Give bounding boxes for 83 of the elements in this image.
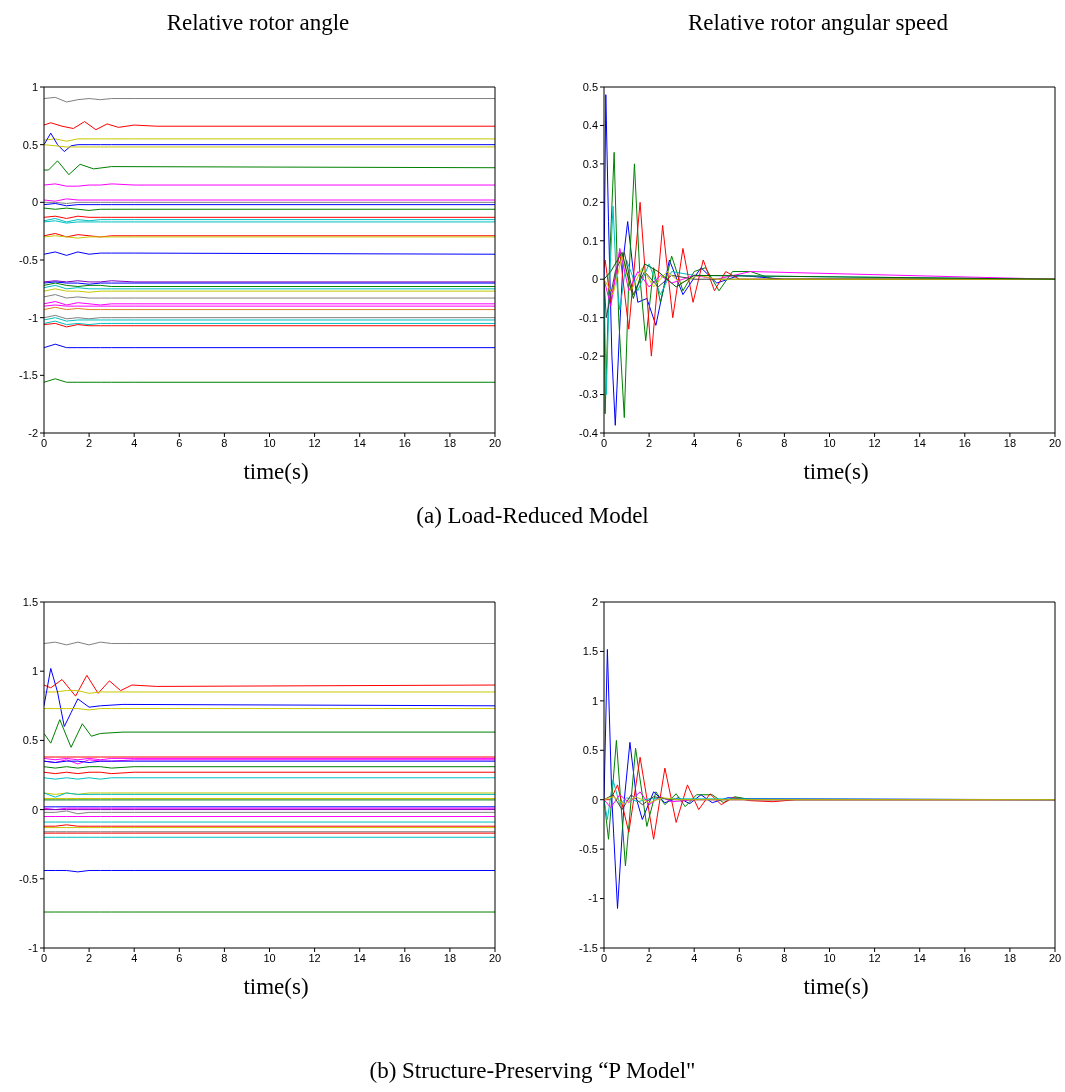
x-tick-label: 10 bbox=[823, 951, 836, 964]
x-tick-label: 10 bbox=[263, 951, 276, 964]
x-tick-label: 4 bbox=[691, 951, 698, 964]
chart-title: Relative rotor angle bbox=[166, 10, 350, 35]
x-tick-label: 12 bbox=[868, 951, 881, 964]
x-tick-label: 20 bbox=[488, 951, 502, 964]
x-tick-label: 20 bbox=[1048, 951, 1062, 964]
y-tick-label: 0.5 bbox=[22, 138, 38, 151]
x-tick-label: 16 bbox=[398, 951, 411, 964]
text: (b) Structure-Preserving “P Model" bbox=[369, 1058, 696, 1083]
y-tick-label: 0.5 bbox=[22, 734, 38, 747]
y-tick-label: -2 bbox=[28, 426, 38, 439]
x-tick-label: 12 bbox=[868, 436, 881, 449]
text: (a) Load-Reduced Model bbox=[416, 503, 649, 528]
x-tick-label: 6 bbox=[736, 951, 743, 964]
y-tick-label: 1.5 bbox=[582, 645, 598, 658]
y-tick-label: 0.5 bbox=[582, 744, 598, 757]
y-tick-label: -1 bbox=[28, 941, 38, 954]
x-tick-label: 0 bbox=[600, 951, 608, 964]
x-axis-title: time(s) bbox=[803, 974, 869, 999]
x-tick-label: 14 bbox=[353, 436, 366, 449]
y-tick-label: 0 bbox=[31, 803, 38, 816]
x-tick-label: 18 bbox=[443, 436, 457, 449]
y-tick-label: -1 bbox=[588, 892, 598, 905]
x-tick-label: 18 bbox=[1003, 951, 1017, 964]
x-tick-label: 12 bbox=[308, 436, 321, 449]
x-tick-label: 20 bbox=[1048, 436, 1062, 449]
y-tick-label: -0.5 bbox=[19, 872, 38, 885]
x-tick-label: 14 bbox=[913, 436, 926, 449]
y-tick-label: 0.1 bbox=[582, 234, 598, 247]
y-tick-label: -1.5 bbox=[579, 941, 598, 954]
x-tick-label: 16 bbox=[398, 436, 411, 449]
x-tick-label: 4 bbox=[691, 436, 698, 449]
x-tick-label: 4 bbox=[131, 436, 138, 449]
y-tick-label: -0.1 bbox=[579, 311, 598, 324]
y-tick-label: -0.4 bbox=[579, 426, 598, 439]
x-tick-label: 4 bbox=[131, 951, 138, 964]
x-tick-label: 8 bbox=[781, 951, 788, 964]
x-tick-label: 8 bbox=[781, 436, 788, 449]
y-tick-label: 0.5 bbox=[582, 80, 598, 93]
x-tick-label: 16 bbox=[958, 951, 971, 964]
x-tick-label: 2 bbox=[86, 436, 93, 449]
chart-title: Relative rotor angular speed bbox=[688, 10, 948, 35]
x-tick-label: 0 bbox=[600, 436, 608, 449]
y-tick-label: 0.2 bbox=[582, 196, 598, 209]
x-tick-label: 20 bbox=[488, 436, 502, 449]
y-tick-label: 1 bbox=[31, 80, 38, 93]
y-tick-label: -1 bbox=[28, 311, 38, 324]
y-tick-label: 1 bbox=[591, 694, 598, 707]
x-axis-title: time(s) bbox=[803, 459, 869, 484]
x-tick-label: 2 bbox=[646, 436, 653, 449]
x-tick-label: 10 bbox=[263, 436, 276, 449]
x-tick-label: 18 bbox=[1003, 436, 1017, 449]
x-tick-label: 0 bbox=[40, 951, 48, 964]
x-tick-label: 2 bbox=[646, 951, 653, 964]
y-tick-label: -0.5 bbox=[19, 253, 38, 266]
x-tick-label: 16 bbox=[958, 436, 971, 449]
y-tick-label: 0 bbox=[591, 793, 598, 806]
y-tick-label: 0.4 bbox=[582, 119, 598, 132]
x-tick-label: 6 bbox=[736, 436, 743, 449]
x-tick-label: 2 bbox=[86, 951, 93, 964]
y-tick-label: 1.5 bbox=[22, 595, 38, 608]
x-tick-label: 8 bbox=[221, 436, 228, 449]
y-tick-label: -1.5 bbox=[19, 369, 38, 382]
y-tick-label: -0.2 bbox=[579, 350, 598, 363]
x-tick-label: 12 bbox=[308, 951, 321, 964]
x-axis-title: time(s) bbox=[243, 974, 309, 999]
y-tick-label: -0.5 bbox=[579, 843, 598, 856]
x-tick-label: 14 bbox=[913, 951, 926, 964]
y-tick-label: 1 bbox=[31, 665, 38, 678]
x-tick-label: 18 bbox=[443, 951, 457, 964]
y-tick-label: 0 bbox=[591, 273, 598, 286]
x-tick-label: 14 bbox=[353, 951, 366, 964]
y-tick-label: 0.3 bbox=[582, 157, 598, 170]
y-tick-label: 0 bbox=[31, 196, 38, 209]
y-tick-label: 2 bbox=[591, 595, 598, 608]
x-tick-label: 8 bbox=[221, 951, 228, 964]
x-axis-title: time(s) bbox=[243, 459, 309, 484]
x-tick-label: 10 bbox=[823, 436, 836, 449]
x-tick-label: 0 bbox=[40, 436, 48, 449]
x-tick-label: 6 bbox=[176, 951, 183, 964]
x-tick-label: 6 bbox=[176, 436, 183, 449]
y-tick-label: -0.3 bbox=[579, 388, 598, 401]
